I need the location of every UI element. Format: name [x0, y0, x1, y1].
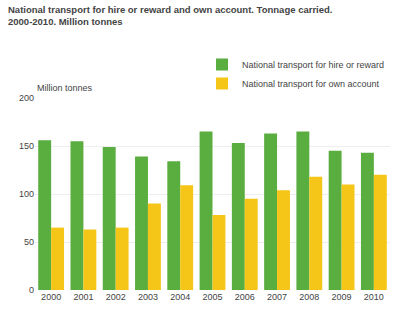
svg-text:2001: 2001: [73, 292, 93, 302]
svg-text:Million tonnes: Million tonnes: [37, 83, 93, 93]
svg-text:50: 50: [24, 237, 34, 247]
svg-text:2002: 2002: [106, 292, 126, 302]
svg-text:2006: 2006: [235, 292, 255, 302]
svg-text:2008: 2008: [299, 292, 319, 302]
svg-text:2007: 2007: [267, 292, 287, 302]
svg-text:2004: 2004: [170, 292, 190, 302]
svg-text:200: 200: [19, 93, 34, 103]
svg-text:2010: 2010: [364, 292, 384, 302]
svg-text:150: 150: [19, 141, 34, 151]
svg-text:2003: 2003: [138, 292, 158, 302]
svg-text:2000: 2000: [41, 292, 61, 302]
svg-text:National transport for hire or: National transport for hire or reward: [242, 60, 384, 70]
svg-text:0: 0: [29, 285, 34, 295]
svg-text:100: 100: [19, 189, 34, 199]
svg-text:National transport for own acc: National transport for own account: [242, 79, 380, 89]
svg-text:National transport for hire or: National transport for hire or reward an…: [8, 4, 332, 27]
svg-text:2009: 2009: [332, 292, 352, 302]
svg-text:2005: 2005: [202, 292, 222, 302]
